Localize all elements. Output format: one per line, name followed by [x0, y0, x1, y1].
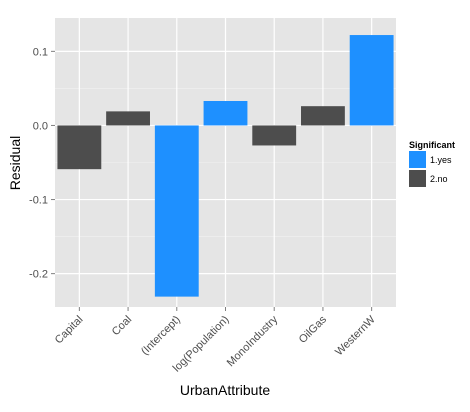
- y-axis-ticks: -0.2 -0.1 0.0 0.1: [29, 46, 55, 281]
- bar-MonoIndustry: [252, 125, 297, 146]
- x-tick-label: OilGas: [297, 313, 330, 346]
- legend-entries: 1.yes 2.no: [409, 151, 452, 187]
- y-tick-label: 0.0: [33, 120, 48, 132]
- legend: Significant 1.yes 2.no: [409, 140, 455, 187]
- bar-Coal: [106, 111, 150, 126]
- x-tick-label: Coal: [110, 314, 134, 338]
- legend-label: 2.no: [430, 174, 448, 184]
- x-tick-label: Capital: [53, 314, 86, 347]
- bar-OilGas: [301, 106, 345, 126]
- bars: [57, 35, 394, 297]
- x-tick-label: (Intercept): [139, 314, 183, 358]
- x-tick-label: WesternW: [333, 313, 378, 358]
- bar-Capital: [57, 125, 102, 170]
- y-tick-label: -0.2: [29, 269, 48, 281]
- y-tick-label: -0.1: [29, 195, 48, 207]
- legend-title: Significant: [409, 140, 455, 150]
- bar-WesternW: [349, 35, 394, 126]
- x-axis-title: UrbanAttribute: [180, 382, 270, 398]
- legend-swatch-2.no: [409, 170, 426, 187]
- bar-log(Population): [203, 100, 248, 126]
- y-tick-label: 0.1: [33, 46, 48, 58]
- legend-label: 1.yes: [430, 155, 452, 165]
- x-tick-label: MonoIndustry: [225, 313, 281, 369]
- x-axis-ticks: Capital Coal (Intercept)log(Population)Mon…: [53, 307, 378, 374]
- bar-(Intercept): [154, 125, 199, 297]
- y-axis-title: Residual: [7, 136, 23, 190]
- legend-swatch-1.yes: [409, 151, 426, 168]
